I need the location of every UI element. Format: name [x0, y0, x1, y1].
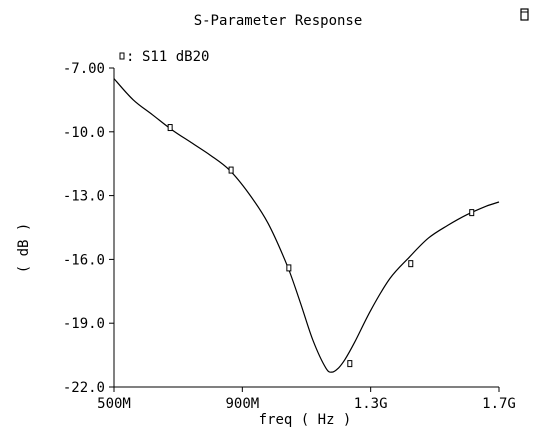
- data-marker: [408, 260, 414, 268]
- data-marker: [347, 360, 353, 368]
- y-tick-label: -7.00: [63, 61, 105, 77]
- y-tick-label: -16.0: [63, 252, 105, 268]
- series-line-s11-db20: [113, 78, 500, 373]
- legend: : S11 dB20: [119, 49, 209, 65]
- legend-entry-label: S11 dB20: [142, 49, 209, 65]
- legend-separator: :: [126, 49, 134, 65]
- legend-marker-icon: [119, 52, 125, 60]
- x-tick-label: 1.3G: [354, 396, 388, 412]
- y-tick-label: -10.0: [63, 125, 105, 141]
- x-tick-label: 1.7G: [482, 396, 516, 412]
- y-tick-label: -13.0: [63, 189, 105, 205]
- data-marker: [228, 166, 234, 174]
- x-tick-label: 500M: [97, 396, 131, 412]
- chart-title: S-Parameter Response: [194, 13, 363, 29]
- x-axis-label: freq ( Hz ): [259, 412, 352, 428]
- data-marker: [286, 264, 292, 272]
- window-corner-icon: [520, 8, 529, 21]
- data-marker: [167, 124, 173, 132]
- x-tick-label: 900M: [225, 396, 259, 412]
- y-tick-label: -19.0: [63, 316, 105, 332]
- data-marker: [469, 209, 475, 217]
- y-axis-label: ( dB ): [16, 223, 32, 274]
- y-tick-label: -22.0: [63, 380, 105, 396]
- plot-area: [113, 78, 500, 373]
- axes: 500M 900M 1.3G 1.7G -7.00 -10.0 -13.0 -16.0 -19.…: [63, 61, 516, 412]
